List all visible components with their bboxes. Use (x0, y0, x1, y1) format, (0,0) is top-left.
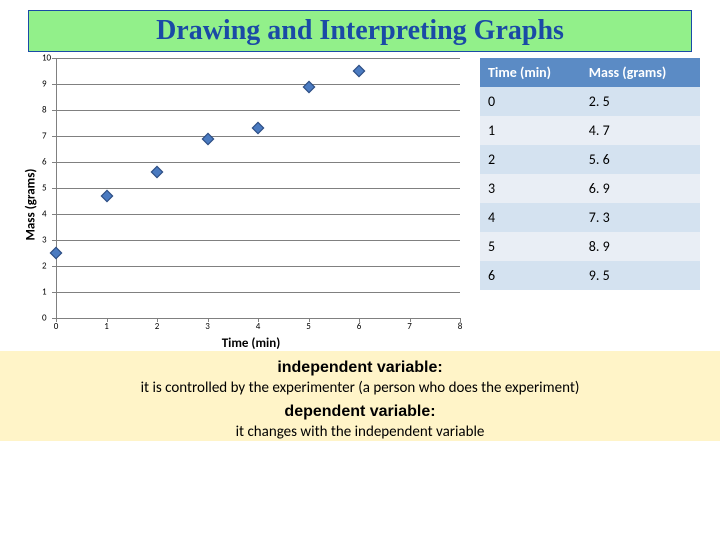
data-marker (201, 132, 214, 145)
ytick-mark (52, 58, 56, 59)
xtick-label: 0 (54, 321, 59, 332)
table-cell: 4. 7 (581, 116, 700, 145)
table-row: 25. 6 (480, 145, 700, 174)
table-body: 02. 514. 725. 636. 947. 358. 969. 5 (480, 87, 700, 290)
plot-area: 012345678910012345678 (56, 58, 460, 318)
gridline (56, 162, 460, 163)
table-cell: 9. 5 (581, 261, 700, 290)
gridline (56, 84, 460, 85)
data-marker (50, 247, 63, 260)
ytick-label: 4 (42, 209, 47, 220)
ytick-label: 6 (42, 157, 47, 168)
table-column-header: Time (min) (480, 58, 581, 87)
gridline (56, 136, 460, 137)
xtick-mark (359, 318, 360, 322)
table-cell: 7. 3 (581, 203, 700, 232)
xtick-mark (309, 318, 310, 322)
ytick-mark (52, 110, 56, 111)
dependent-variable-label: dependent variable: (28, 403, 692, 421)
xtick-label: 6 (357, 321, 362, 332)
ytick-mark (52, 266, 56, 267)
ytick-label: 1 (42, 287, 47, 298)
table-cell: 5 (480, 232, 581, 261)
table-row: 14. 7 (480, 116, 700, 145)
ytick-mark (52, 162, 56, 163)
main-row: Mass (grams) 012345678910012345678 Time … (0, 58, 720, 351)
ytick-mark (52, 188, 56, 189)
xtick-mark (208, 318, 209, 322)
gridline (56, 110, 460, 111)
ytick-label: 10 (42, 53, 51, 64)
table-row: 02. 5 (480, 87, 700, 116)
table-cell: 6 (480, 261, 581, 290)
plot-box: 012345678910012345678 (56, 58, 460, 318)
xtick-mark (258, 318, 259, 322)
ytick-label: 9 (42, 79, 47, 90)
ytick-mark (52, 240, 56, 241)
ytick-mark (52, 136, 56, 137)
data-marker (151, 166, 164, 179)
gridline (56, 240, 460, 241)
table-cell: 4 (480, 203, 581, 232)
ytick-mark (52, 214, 56, 215)
ytick-mark (52, 84, 56, 85)
footer-text-box: independent variable: it is controlled b… (0, 351, 720, 441)
independent-variable-label: independent variable: (28, 359, 692, 377)
xtick-mark (107, 318, 108, 322)
independent-variable-desc: it is controlled by the experimenter (a … (28, 379, 692, 397)
chart-xlabel: Time (min) (42, 336, 460, 351)
table-row: 58. 9 (480, 232, 700, 261)
table-cell: 3 (480, 174, 581, 203)
data-marker (100, 189, 113, 202)
title-bar: Drawing and Interpreting Graphs (28, 10, 692, 52)
gridline (56, 292, 460, 293)
table-cell: 6. 9 (581, 174, 700, 203)
table-cell: 2. 5 (581, 87, 700, 116)
ytick-label: 0 (42, 313, 47, 324)
table-column-header: Mass (grams) (581, 58, 700, 87)
xtick-label: 1 (104, 321, 109, 332)
data-marker (302, 80, 315, 93)
table-cell: 2 (480, 145, 581, 174)
data-marker (252, 122, 265, 135)
ytick-label: 5 (42, 183, 47, 194)
page-title: Drawing and Interpreting Graphs (156, 15, 564, 46)
data-table: Time (min)Mass (grams) 02. 514. 725. 636… (480, 58, 700, 290)
ylabel-wrap: Mass (grams) (20, 58, 42, 351)
chart-area: Mass (grams) 012345678910012345678 Time … (20, 58, 460, 351)
data-marker (353, 65, 366, 78)
ytick-label: 2 (42, 261, 47, 272)
table-cell: 5. 6 (581, 145, 700, 174)
xtick-label: 5 (306, 321, 311, 332)
table-row: 69. 5 (480, 261, 700, 290)
table-row: 47. 3 (480, 203, 700, 232)
gridline (56, 266, 460, 267)
xtick-label: 3 (205, 321, 210, 332)
data-table-wrap: Time (min)Mass (grams) 02. 514. 725. 636… (460, 58, 700, 351)
xtick-label: 8 (458, 321, 463, 332)
ytick-label: 8 (42, 105, 47, 116)
chart-ylabel: Mass (grams) (24, 169, 39, 241)
ytick-label: 3 (42, 235, 47, 246)
gridline (56, 214, 460, 215)
xtick-mark (460, 318, 461, 322)
xtick-label: 2 (155, 321, 160, 332)
table-header-row: Time (min)Mass (grams) (480, 58, 700, 87)
ytick-mark (52, 292, 56, 293)
xtick-mark (56, 318, 57, 322)
table-cell: 8. 9 (581, 232, 700, 261)
gridline (56, 188, 460, 189)
ytick-label: 7 (42, 131, 47, 142)
table-cell: 0 (480, 87, 581, 116)
table-row: 36. 9 (480, 174, 700, 203)
gridline (56, 58, 460, 59)
table-cell: 1 (480, 116, 581, 145)
xtick-mark (157, 318, 158, 322)
dependent-variable-desc: it changes with the independent variable (28, 423, 692, 441)
xtick-label: 4 (256, 321, 261, 332)
xtick-mark (410, 318, 411, 322)
xtick-label: 7 (407, 321, 412, 332)
